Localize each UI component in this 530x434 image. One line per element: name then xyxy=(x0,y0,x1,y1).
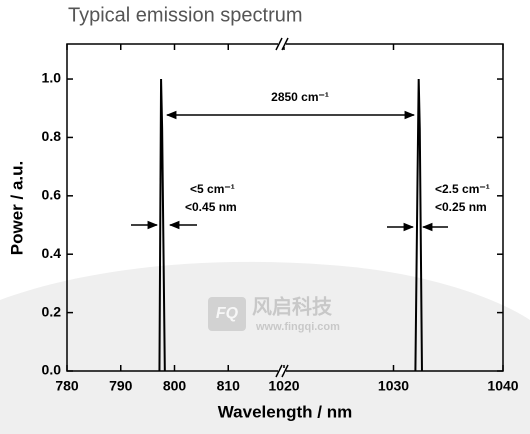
watermark: FQ 风启科技 www.fingqi.com xyxy=(208,294,340,333)
axis-break-gap xyxy=(278,41,286,47)
annotation: 2850 cm⁻¹ xyxy=(271,90,329,104)
watermark-name: 风启科技 xyxy=(252,294,333,318)
annotation: <0.25 nm xyxy=(435,200,487,214)
axis-break-gap xyxy=(278,368,286,374)
axis-break xyxy=(281,364,289,378)
x-tick-label: 1040 xyxy=(487,378,518,394)
y-tick-label: 0.0 xyxy=(42,362,62,378)
x-tick-label: 790 xyxy=(109,378,133,394)
y-tick-label: 0.4 xyxy=(42,245,62,261)
chart-title: Typical emission spectrum xyxy=(68,4,303,26)
annotation: <0.45 nm xyxy=(185,200,237,214)
background-shape xyxy=(0,261,530,434)
axis-break xyxy=(281,37,289,51)
watermark-logo: FQ xyxy=(216,305,239,322)
annotations: 2850 cm⁻¹ <5 cm⁻¹ <0.45 nm <2.5 cm⁻¹ <0.… xyxy=(131,90,490,232)
y-tick-label: 1.0 xyxy=(42,70,62,86)
axis-break xyxy=(275,37,283,51)
axis-break xyxy=(275,364,283,378)
spectrum-line xyxy=(414,79,423,372)
x-tick-label: 1020 xyxy=(268,378,299,394)
annotation: <5 cm⁻¹ xyxy=(190,182,235,196)
spectrum-line xyxy=(158,79,166,372)
x-tick-label: 1030 xyxy=(378,378,409,394)
annotation: <2.5 cm⁻¹ xyxy=(435,182,490,196)
x-tick-label: 780 xyxy=(55,378,79,394)
x-tick-label: 800 xyxy=(163,378,187,394)
y-tick-label: 0.8 xyxy=(42,128,62,144)
x-tick-label: 810 xyxy=(217,378,241,394)
y-tick-label: 0.2 xyxy=(42,303,62,319)
watermark-url: www.fingqi.com xyxy=(255,321,340,333)
y-axis-title: Power / a.u. xyxy=(7,161,26,255)
x-axis-title: Wavelength / nm xyxy=(218,402,352,421)
y-tick-label: 0.6 xyxy=(42,187,62,203)
watermark-logo-box xyxy=(208,297,246,331)
